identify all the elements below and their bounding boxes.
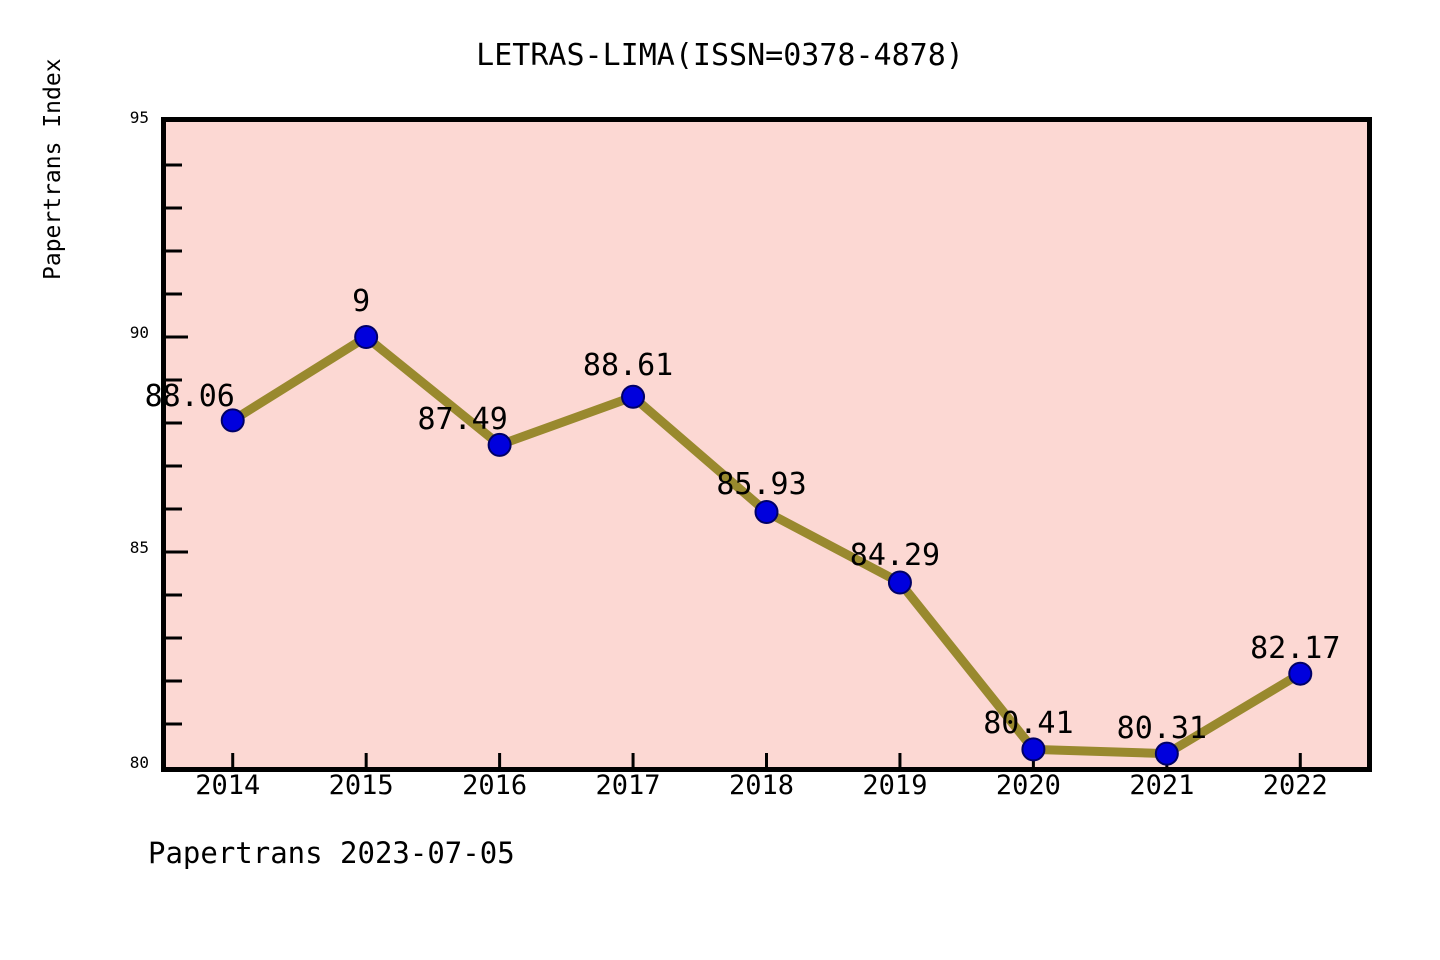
series-line <box>228 332 1305 759</box>
data-point-marker[interactable] <box>354 325 379 349</box>
x-tick-label: 2017 <box>595 770 661 801</box>
data-point-marker[interactable] <box>1288 661 1313 686</box>
x-tick-label: 2018 <box>728 770 795 801</box>
x-tick-label: 2019 <box>862 770 928 801</box>
plot-svg <box>166 163 1313 767</box>
plot-area <box>161 117 1372 772</box>
data-point-marker[interactable] <box>487 432 512 457</box>
data-point-marker[interactable] <box>1154 741 1179 766</box>
y-tick-label: 80 <box>129 753 149 772</box>
x-tick-label: 2020 <box>995 770 1061 801</box>
x-tick-label: 2021 <box>1129 770 1195 801</box>
data-point-marker[interactable] <box>1021 737 1046 762</box>
y-tick-label: 90 <box>129 323 149 342</box>
data-point-marker[interactable] <box>621 384 646 409</box>
y-tick-label: 95 <box>129 108 149 127</box>
data-point-marker[interactable] <box>220 408 245 433</box>
y-tick-label: 85 <box>129 538 149 557</box>
x-tick-label: 2022 <box>1262 770 1328 801</box>
y-axis-title: Papertrans Index <box>40 58 66 280</box>
x-tick-label: 2016 <box>462 770 528 801</box>
data-point-marker[interactable] <box>754 500 779 525</box>
x-tick-label: 2014 <box>195 770 261 801</box>
footer-note: Papertrans 2023-07-05 <box>148 836 515 870</box>
data-point-marker[interactable] <box>887 570 912 595</box>
chart-title: LETRAS-LIMA(ISSN=0378-4878) <box>476 38 964 73</box>
x-tick-label: 2015 <box>328 770 394 801</box>
